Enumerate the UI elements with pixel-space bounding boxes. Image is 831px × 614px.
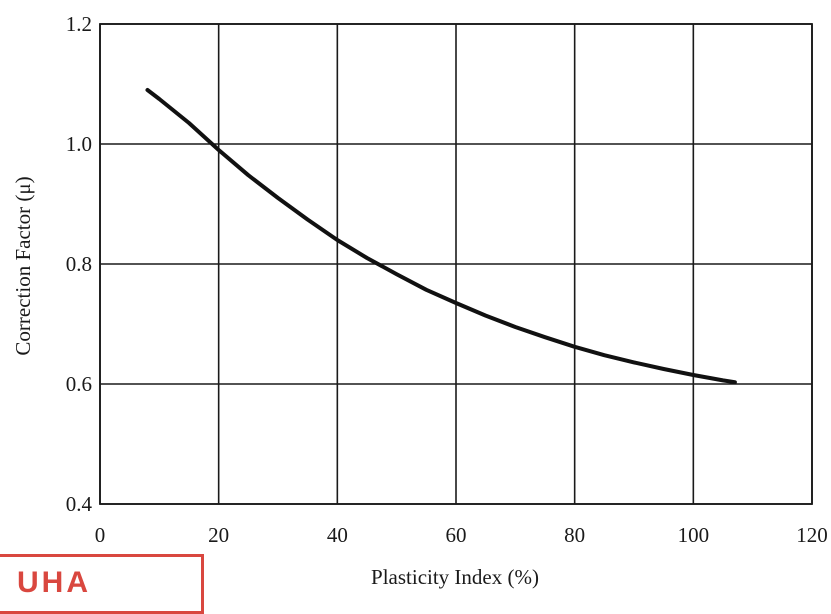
y-tick-label-0: 0.4 xyxy=(66,492,93,516)
grid xyxy=(99,23,813,505)
chart: 0 20 40 60 80 100 120 0.4 0.6 0.8 1.0 1.2 Plasticit… xyxy=(11,12,828,589)
x-tick-label-5: 100 xyxy=(678,523,710,547)
x-axis-label: Plasticity Index (%) xyxy=(371,565,539,589)
stamp: UHA xyxy=(0,554,204,614)
x-tick-label-3: 60 xyxy=(446,523,467,547)
y-tick-label-1: 0.6 xyxy=(66,372,92,396)
x-tick-label-1: 20 xyxy=(208,523,229,547)
tick-labels: 0 20 40 60 80 100 120 0.4 0.6 0.8 1.0 1.2 xyxy=(66,12,828,547)
x-tick-label-2: 40 xyxy=(327,523,348,547)
y-tick-label-4: 1.2 xyxy=(66,12,92,36)
x-tick-label-4: 80 xyxy=(564,523,585,547)
y-axis-label: Correction Factor (μ) xyxy=(11,176,35,355)
series-line-0 xyxy=(145,88,737,385)
plot-frame xyxy=(99,23,813,505)
y-tick-label-2: 0.8 xyxy=(66,252,92,276)
x-tick-label-0: 0 xyxy=(95,523,106,547)
x-tick-label-6: 120 xyxy=(796,523,828,547)
series xyxy=(145,88,737,385)
y-tick-label-3: 1.0 xyxy=(66,132,92,156)
